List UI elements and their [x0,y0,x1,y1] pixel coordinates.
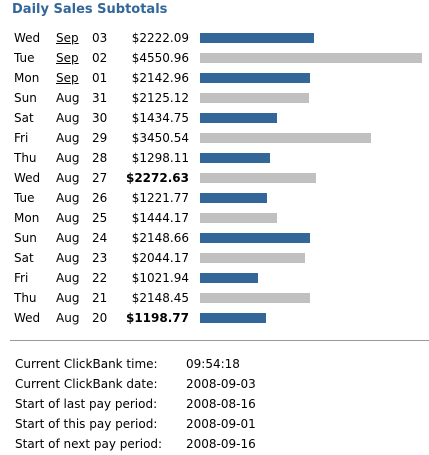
month: Sep [56,71,79,85]
info-value: 2008-08-16 [186,397,256,411]
day: Wed [14,171,41,185]
amount: $1434.75 [131,111,189,125]
day: Mon [14,71,40,85]
amount: $2142.96 [131,71,189,85]
info-value: 2008-09-16 [186,437,256,451]
amount: $1221.77 [131,191,189,205]
amount: $3450.54 [131,131,189,145]
info-label: Start of last pay period: [15,397,158,411]
month: Aug [56,131,80,145]
date: 03 [92,31,108,45]
amount: $2125.12 [131,91,189,105]
month: Aug [56,211,80,225]
month: Aug [56,91,80,105]
amount: $2044.17 [131,251,189,265]
date: 23 [92,251,108,265]
info-label: Current ClickBank time: [15,357,158,371]
date: 26 [92,191,108,205]
amount: $2272.63 [125,171,189,185]
date: 21 [92,291,108,305]
month: Aug [56,251,80,265]
day: Sat [14,111,34,125]
month: Aug [56,271,80,285]
amount: $2222.09 [131,31,189,45]
date: 01 [92,71,108,85]
month: Aug [56,231,80,245]
bar [200,33,314,43]
day: Tue [14,191,35,205]
bar [200,113,277,123]
bar [200,313,266,323]
month: Sep [56,31,79,45]
info-label: Start of next pay period: [15,437,163,451]
info-label: Current ClickBank date: [15,377,158,391]
day: Fri [14,271,29,285]
info-value: 09:54:18 [186,357,240,371]
bar [200,133,371,143]
bar [200,273,258,283]
panel-title: Daily Sales Subtotals [12,2,168,17]
date: 28 [92,151,108,165]
amount: $2148.66 [131,231,189,245]
day: Wed [14,31,41,45]
month: Aug [56,311,80,325]
date: 31 [92,91,108,105]
bar [200,53,423,63]
info-value: 2008-09-01 [186,417,256,431]
bar [200,173,316,183]
month: Aug [56,291,80,305]
month: Aug [56,151,80,165]
bar [200,93,310,103]
month: Aug [56,111,80,125]
date: 30 [92,111,108,125]
month: Aug [56,171,80,185]
amount: $1198.77 [125,311,189,325]
bar [200,153,271,163]
bar [200,293,311,303]
bar [200,233,311,243]
day: Thu [14,291,37,305]
date: 25 [92,211,108,225]
separator [10,340,429,341]
day: Tue [14,51,35,65]
month: Aug [56,191,80,205]
day: Sat [14,251,34,265]
amount: $1444.17 [131,211,189,225]
bar [200,253,306,263]
date: 20 [92,311,108,325]
day: Wed [14,311,41,325]
day: Fri [14,131,29,145]
amount: $2148.45 [131,291,189,305]
day: Thu [14,151,37,165]
date: 29 [92,131,108,145]
amount: $4550.96 [131,51,189,65]
amount: $1298.11 [131,151,189,165]
date: 22 [92,271,108,285]
info-value: 2008-09-03 [186,377,256,391]
month: Sep [56,51,79,65]
bar [200,73,310,83]
bar [200,193,267,203]
date: 27 [92,171,108,185]
amount: $1021.94 [131,271,189,285]
day: Sun [14,231,37,245]
day: Sun [14,91,37,105]
date: 24 [92,231,108,245]
bar [200,213,278,223]
info-label: Start of this pay period: [15,417,158,431]
day: Mon [14,211,40,225]
date: 02 [92,51,108,65]
